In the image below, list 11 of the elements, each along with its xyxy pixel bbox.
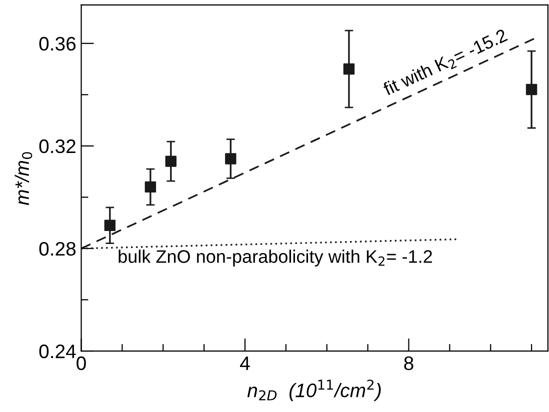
y-tick-label: 0.24: [39, 344, 76, 358]
y-axis-title: m*/m$_{0}$: [14, 152, 32, 206]
x-tick-label: 4: [240, 356, 250, 370]
annotation: fit with K$_{2}$= -15.2: [382, 28, 510, 98]
x-tick-label: 8: [404, 356, 414, 370]
y-tick-label: 0.32: [39, 139, 76, 154]
x-tick-label: 0: [76, 356, 86, 370]
y-tick-label: 0.36: [39, 36, 76, 51]
annotation: bulk ZnO non-parabolicity with K$_{2}$= -1.2: [118, 250, 432, 267]
y-tick-label: 0.28: [39, 242, 76, 256]
x-axis-title: n$_{2D}$ (10$^{11}$/cm$^{2}$): [247, 380, 381, 402]
